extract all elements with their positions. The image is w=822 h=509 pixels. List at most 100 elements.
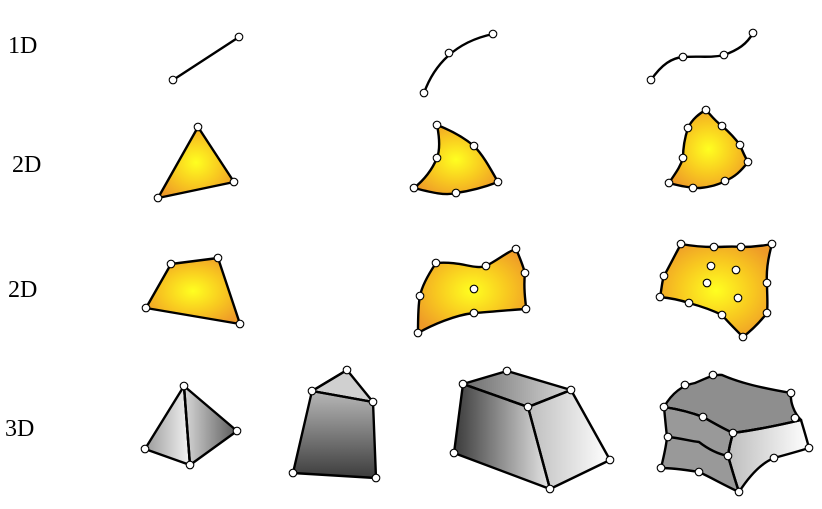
node bbox=[683, 123, 693, 133]
linear-quad-element bbox=[144, 256, 242, 326]
row-label-2d-quads: 2D bbox=[8, 277, 38, 303]
node bbox=[731, 265, 741, 275]
node bbox=[451, 188, 461, 198]
node bbox=[655, 292, 665, 302]
node bbox=[767, 239, 777, 249]
node bbox=[663, 432, 673, 442]
node bbox=[728, 428, 738, 438]
node bbox=[140, 444, 150, 454]
node bbox=[444, 48, 454, 58]
node bbox=[701, 105, 711, 115]
node bbox=[193, 122, 203, 132]
node bbox=[469, 284, 479, 294]
node bbox=[706, 261, 716, 271]
node bbox=[413, 328, 423, 338]
node bbox=[511, 244, 521, 254]
node bbox=[717, 310, 727, 320]
tetrahedron-inner-edge bbox=[182, 384, 192, 467]
node bbox=[719, 50, 729, 60]
node bbox=[232, 426, 242, 436]
cubic-triangle-element bbox=[667, 108, 750, 190]
node bbox=[680, 380, 690, 390]
tetrahedron-element bbox=[143, 384, 239, 467]
node bbox=[702, 278, 712, 288]
curved-hexahedron-element bbox=[659, 373, 811, 494]
node bbox=[153, 193, 163, 203]
node bbox=[502, 366, 512, 376]
linear-line-element bbox=[171, 35, 241, 82]
row-label-3d: 3D bbox=[5, 416, 35, 442]
node bbox=[488, 29, 498, 39]
node bbox=[694, 467, 704, 477]
node bbox=[449, 448, 459, 458]
row-label-2d-triangles: 2D bbox=[12, 152, 42, 178]
pyramid-element bbox=[291, 368, 378, 480]
node bbox=[678, 153, 688, 163]
node bbox=[229, 177, 239, 187]
node bbox=[762, 278, 772, 288]
node bbox=[371, 473, 381, 483]
linear-triangle-element bbox=[156, 125, 236, 200]
node bbox=[736, 242, 746, 252]
node bbox=[168, 75, 178, 85]
node bbox=[790, 413, 800, 423]
node bbox=[523, 402, 533, 412]
cubic-line-element bbox=[649, 31, 755, 82]
node bbox=[684, 298, 694, 308]
node bbox=[419, 88, 429, 98]
node bbox=[307, 386, 317, 396]
node bbox=[409, 183, 419, 193]
node bbox=[432, 120, 442, 130]
node bbox=[469, 141, 479, 151]
node bbox=[659, 402, 669, 412]
node bbox=[720, 176, 730, 186]
node bbox=[656, 463, 666, 473]
node bbox=[709, 242, 719, 252]
node bbox=[288, 468, 298, 478]
node bbox=[676, 239, 686, 249]
node bbox=[664, 178, 674, 188]
node bbox=[545, 484, 555, 494]
node bbox=[688, 183, 698, 193]
node bbox=[762, 308, 772, 318]
node bbox=[708, 370, 718, 380]
node bbox=[368, 397, 378, 407]
node bbox=[786, 388, 796, 398]
node bbox=[234, 32, 244, 42]
node bbox=[734, 487, 744, 497]
node bbox=[738, 332, 748, 342]
node bbox=[678, 52, 688, 62]
node bbox=[646, 75, 656, 85]
node bbox=[735, 140, 745, 150]
node bbox=[566, 385, 576, 395]
node bbox=[520, 268, 530, 278]
node bbox=[432, 153, 442, 163]
node bbox=[213, 253, 223, 263]
quadratic-line-element bbox=[422, 32, 495, 95]
node bbox=[804, 443, 814, 453]
node bbox=[166, 259, 176, 269]
quadratic-triangle-element bbox=[412, 123, 500, 196]
node bbox=[185, 460, 195, 470]
node bbox=[469, 308, 479, 318]
node bbox=[717, 121, 727, 131]
node bbox=[521, 304, 531, 314]
node bbox=[698, 412, 708, 422]
node bbox=[659, 271, 669, 281]
node bbox=[733, 293, 743, 303]
node bbox=[342, 365, 352, 375]
node bbox=[748, 28, 758, 38]
node bbox=[769, 453, 779, 463]
hexahedron-inner-edges bbox=[461, 382, 573, 491]
node bbox=[415, 291, 425, 301]
node bbox=[235, 319, 245, 329]
cubic-quad-element bbox=[658, 242, 774, 339]
node bbox=[723, 451, 733, 461]
row-label-1d: 1D bbox=[8, 33, 38, 59]
node bbox=[179, 381, 189, 391]
node bbox=[605, 455, 615, 465]
node bbox=[458, 379, 468, 389]
node bbox=[141, 303, 151, 313]
element-nodes bbox=[140, 28, 814, 497]
